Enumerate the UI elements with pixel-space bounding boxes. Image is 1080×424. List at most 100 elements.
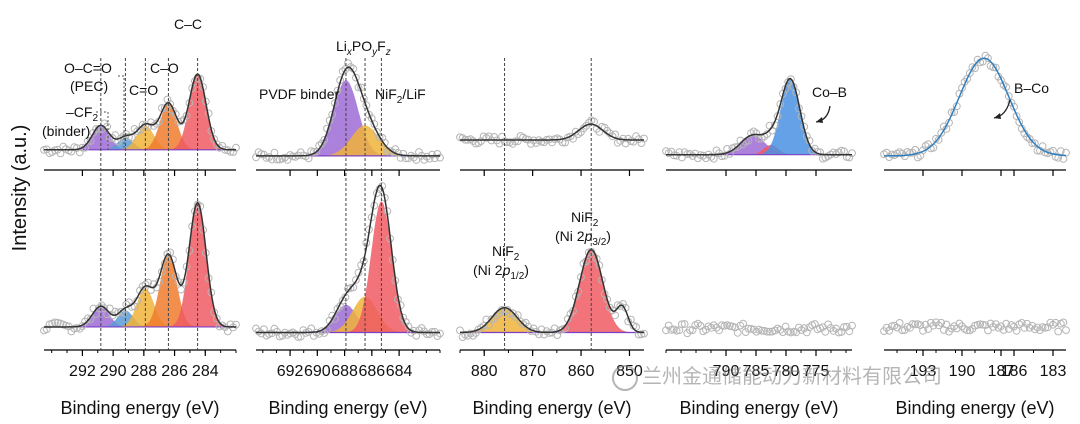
top-data-point [1004, 92, 1013, 101]
bottom-data-point [757, 326, 766, 335]
watermark: 兰州金通储能动力新材料有限公司 [612, 360, 942, 391]
bottom-data-point [97, 301, 106, 310]
bottom-data-point [619, 300, 627, 308]
top-data-point [566, 132, 575, 141]
bottom-data-point [885, 326, 894, 335]
top-envelope [884, 57, 1067, 157]
top-data-point [937, 129, 946, 137]
bottom-data-point [765, 327, 774, 336]
bottom-data-point [267, 329, 276, 338]
top-data-point [1030, 139, 1039, 148]
wechat-icon [612, 364, 638, 391]
top-data-point [686, 150, 694, 158]
bottom-data-point [95, 304, 103, 313]
bottom-data-point [456, 326, 464, 335]
bottom-data-point [479, 322, 488, 330]
bottom-data-point [174, 278, 183, 286]
bottom-data-point [1033, 323, 1042, 332]
top-data-point [885, 153, 894, 162]
bottom-data-point [640, 329, 648, 338]
bottom-data-point [634, 330, 643, 339]
cf2-leader [96, 111, 109, 150]
x-axis-label: Binding energy (eV) [60, 398, 219, 418]
bottom-data-point [1020, 324, 1029, 332]
bottom-data-point [611, 311, 619, 320]
bottom-data-point [51, 318, 59, 327]
bottom-data-point [458, 333, 467, 342]
panel-2: 692 690 688 686 684 Binding energy (eV) [252, 58, 444, 418]
top-data-point [399, 149, 408, 158]
bottom-data-point [712, 323, 721, 332]
top-data-point [1025, 135, 1034, 143]
top-data-point [707, 153, 716, 161]
bottom-data-point [842, 322, 851, 331]
bottom-data-point [399, 313, 408, 322]
bottom-data-point [466, 329, 475, 338]
top-data-point [380, 138, 389, 147]
x-tick-label: 790 [713, 363, 740, 380]
bottom-data-point [984, 326, 992, 335]
bottom-data-point [832, 324, 840, 333]
label-nif2-lif: NiF2/LiF [375, 86, 426, 106]
top-data-point [792, 88, 801, 97]
bottom-data-point [678, 320, 686, 329]
top-data-point [171, 110, 180, 119]
bottom-component-5 [44, 202, 236, 327]
top-data-point [634, 135, 643, 144]
top-data-point [196, 74, 205, 83]
y-axis-label: Intensity (a.u.) [9, 125, 31, 252]
top-envelope [44, 73, 236, 151]
top-data-point [688, 152, 697, 160]
label-co-double: C=O [129, 82, 158, 98]
top-component-5 [44, 74, 236, 150]
bottom-component-1 [44, 306, 236, 327]
bottom-data-point [834, 328, 843, 337]
bottom-data-point [296, 332, 305, 341]
bottom-data-point [694, 319, 702, 328]
bottom-data-point [829, 326, 838, 335]
x-tick-label: 880 [471, 363, 498, 380]
bottom-data-point [921, 320, 930, 329]
panel-4: 790 785 780 775 Binding energy (eV) [662, 75, 856, 418]
co-b-arrow [815, 105, 831, 123]
bottom-data-point [963, 326, 972, 335]
bottom-data-point [1051, 318, 1060, 327]
top-data-point [152, 119, 161, 128]
bottom-data-point [1062, 326, 1070, 335]
top-data-point [640, 134, 648, 143]
top-data-point [232, 143, 240, 152]
top-data-point [511, 137, 520, 146]
bottom-data-point [739, 319, 747, 328]
top-data-point [409, 153, 418, 162]
top-data-point [808, 146, 816, 155]
bottom-data-point [709, 321, 718, 330]
label-ni2p32: (Ni 2p3/2) [555, 228, 611, 248]
label-cf2: –CF2 [66, 104, 98, 124]
x-tick-label: 785 [743, 363, 770, 380]
bottom-component-1 [460, 307, 644, 333]
top-data-point [1007, 98, 1016, 107]
top-component-2 [256, 125, 440, 156]
label-nif2-a: NiF2 [492, 243, 520, 263]
bottom-data-point [1046, 318, 1055, 327]
bottom-data-point [800, 324, 809, 333]
co2p-annotations: Co–B [812, 84, 847, 123]
top-component-1 [666, 135, 852, 155]
bottom-data-point [415, 326, 423, 335]
bottom-data-point [686, 326, 694, 335]
top-data-point [375, 133, 384, 142]
bottom-data-point [1023, 319, 1031, 328]
bottom-data-point [911, 320, 920, 329]
top-data-point [709, 154, 718, 163]
bottom-data-point [1010, 322, 1018, 331]
top-data-point [430, 154, 439, 163]
top-data-point [784, 78, 793, 86]
top-data-point [731, 143, 739, 152]
bottom-component-1 [256, 304, 440, 333]
bottom-data-point [436, 329, 444, 338]
top-data-point [584, 119, 593, 127]
bottom-data-point [848, 321, 856, 330]
top-data-point [125, 133, 133, 141]
bottom-data-point [592, 254, 601, 263]
